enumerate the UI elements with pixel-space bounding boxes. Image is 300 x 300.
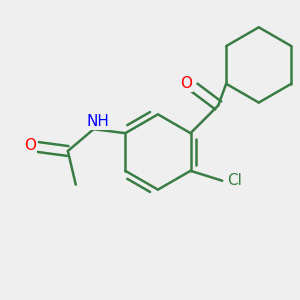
- Text: O: O: [24, 137, 36, 152]
- Text: O: O: [181, 76, 193, 91]
- Text: NH: NH: [86, 114, 109, 129]
- Text: Cl: Cl: [227, 173, 242, 188]
